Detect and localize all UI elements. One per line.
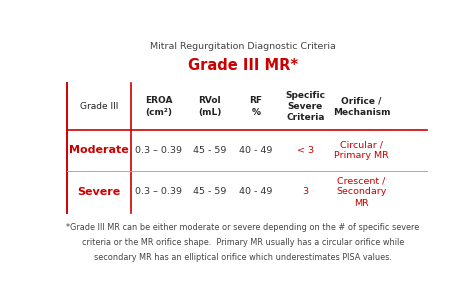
- Text: Moderate: Moderate: [69, 145, 128, 155]
- Text: Grade III: Grade III: [80, 102, 118, 111]
- Text: Orifice /
Mechanism: Orifice / Mechanism: [333, 96, 390, 116]
- Text: < 3: < 3: [297, 146, 314, 155]
- Text: Mitral Regurgitation Diagnostic Criteria: Mitral Regurgitation Diagnostic Criteria: [150, 42, 336, 51]
- Text: criteria or the MR orifice shape.  Primary MR usually has a circular orifice whi: criteria or the MR orifice shape. Primar…: [82, 238, 404, 247]
- Text: 3: 3: [302, 188, 309, 196]
- Text: 0.3 – 0.39: 0.3 – 0.39: [135, 146, 182, 155]
- Text: Specific
Severe
Criteria: Specific Severe Criteria: [285, 91, 325, 122]
- Text: Severe: Severe: [77, 187, 120, 197]
- Text: 45 - 59: 45 - 59: [193, 188, 227, 196]
- Text: 45 - 59: 45 - 59: [193, 146, 227, 155]
- Text: 40 - 49: 40 - 49: [239, 188, 273, 196]
- Text: *Grade III MR can be either moderate or severe depending on the # of specific se: *Grade III MR can be either moderate or …: [66, 223, 419, 232]
- Text: Circular /
Primary MR: Circular / Primary MR: [334, 140, 389, 160]
- Text: Grade III MR*: Grade III MR*: [188, 58, 298, 73]
- Text: secondary MR has an elliptical orifice which underestimates PISA values.: secondary MR has an elliptical orifice w…: [94, 253, 392, 262]
- Text: 0.3 – 0.39: 0.3 – 0.39: [135, 188, 182, 196]
- Text: Crescent /
Secondary
MR: Crescent / Secondary MR: [336, 176, 387, 208]
- Text: RVol
(mL): RVol (mL): [198, 96, 221, 116]
- Text: RF
%: RF %: [249, 96, 262, 116]
- Text: 40 - 49: 40 - 49: [239, 146, 273, 155]
- Text: EROA
(cm²): EROA (cm²): [145, 96, 172, 116]
- Text: criteria or the MR orifice shape.  Primary MR usually has a circular orifice whi: criteria or the MR orifice shape. Primar…: [82, 238, 404, 247]
